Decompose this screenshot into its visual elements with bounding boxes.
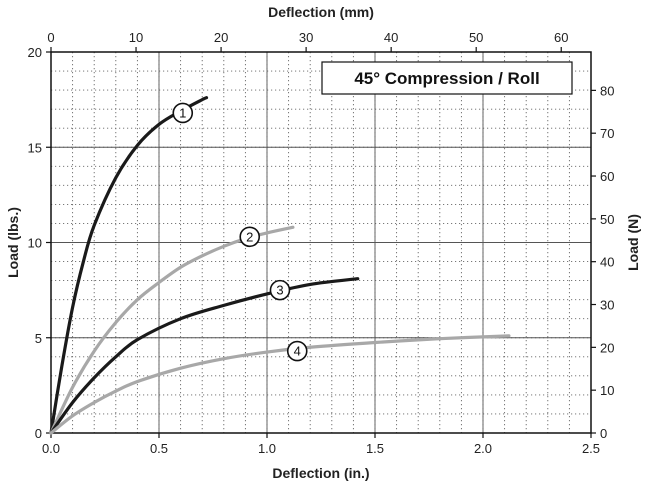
x-axis-title: Deflection (in.) (272, 465, 369, 481)
top-axis-title: Deflection (mm) (268, 4, 374, 20)
series-line-2 (49, 225, 295, 435)
y-tick-label: 5 (35, 331, 42, 346)
right-tick-label: 20 (600, 340, 614, 355)
x-tick-label: 1.0 (258, 441, 276, 456)
y-tick-label: 0 (35, 426, 42, 441)
chart-title: 45° Compression / Roll (354, 69, 539, 88)
curve-marker-circle (286, 340, 308, 362)
y-tick-label: 20 (28, 45, 42, 60)
curve-marker-label: 3 (276, 283, 283, 298)
right-tick-label: 50 (600, 212, 614, 227)
right-tick-label: 40 (600, 255, 614, 270)
x-tick-label: 2.0 (474, 441, 492, 456)
curve-marker-label: 4 (294, 344, 301, 359)
right-axis-title: Load (N) (625, 214, 641, 271)
curve-marker-circle (172, 102, 194, 124)
top-tick-label: 40 (384, 30, 398, 45)
x-tick-label: 0.0 (42, 441, 60, 456)
x-tick-label: 1.5 (366, 441, 384, 456)
right-tick-label: 60 (600, 169, 614, 184)
series-line-4 (49, 334, 511, 435)
y-axis-title: Load (lbs.) (5, 207, 21, 278)
top-tick-label: 60 (554, 30, 568, 45)
curve-marker-circle (269, 279, 291, 301)
top-tick-label: 30 (299, 30, 313, 45)
x-tick-label: 0.5 (150, 441, 168, 456)
title-box-frame (321, 61, 573, 95)
x-tick-label: 2.5 (582, 441, 600, 456)
y-tick-label: 10 (28, 236, 42, 251)
curve-marker-circle (239, 226, 261, 248)
series-line-3 (49, 277, 360, 435)
top-tick-label: 0 (47, 30, 54, 45)
y-tick-label: 15 (28, 140, 42, 155)
right-tick-label: 80 (600, 83, 614, 98)
right-tick-label: 30 (600, 298, 614, 313)
curve-markers: 1 2 3 4 (172, 102, 308, 362)
right-tick-label: 10 (600, 383, 614, 398)
top-tick-label: 20 (214, 30, 228, 45)
title-box: 45° Compression / Roll (321, 61, 573, 95)
curve-marker-label: 1 (179, 105, 186, 120)
top-tick-label: 10 (129, 30, 143, 45)
right-tick-label: 70 (600, 126, 614, 141)
curve-marker-label: 2 (246, 229, 253, 244)
top-tick-label: 50 (469, 30, 483, 45)
right-tick-label: 0 (600, 426, 607, 441)
